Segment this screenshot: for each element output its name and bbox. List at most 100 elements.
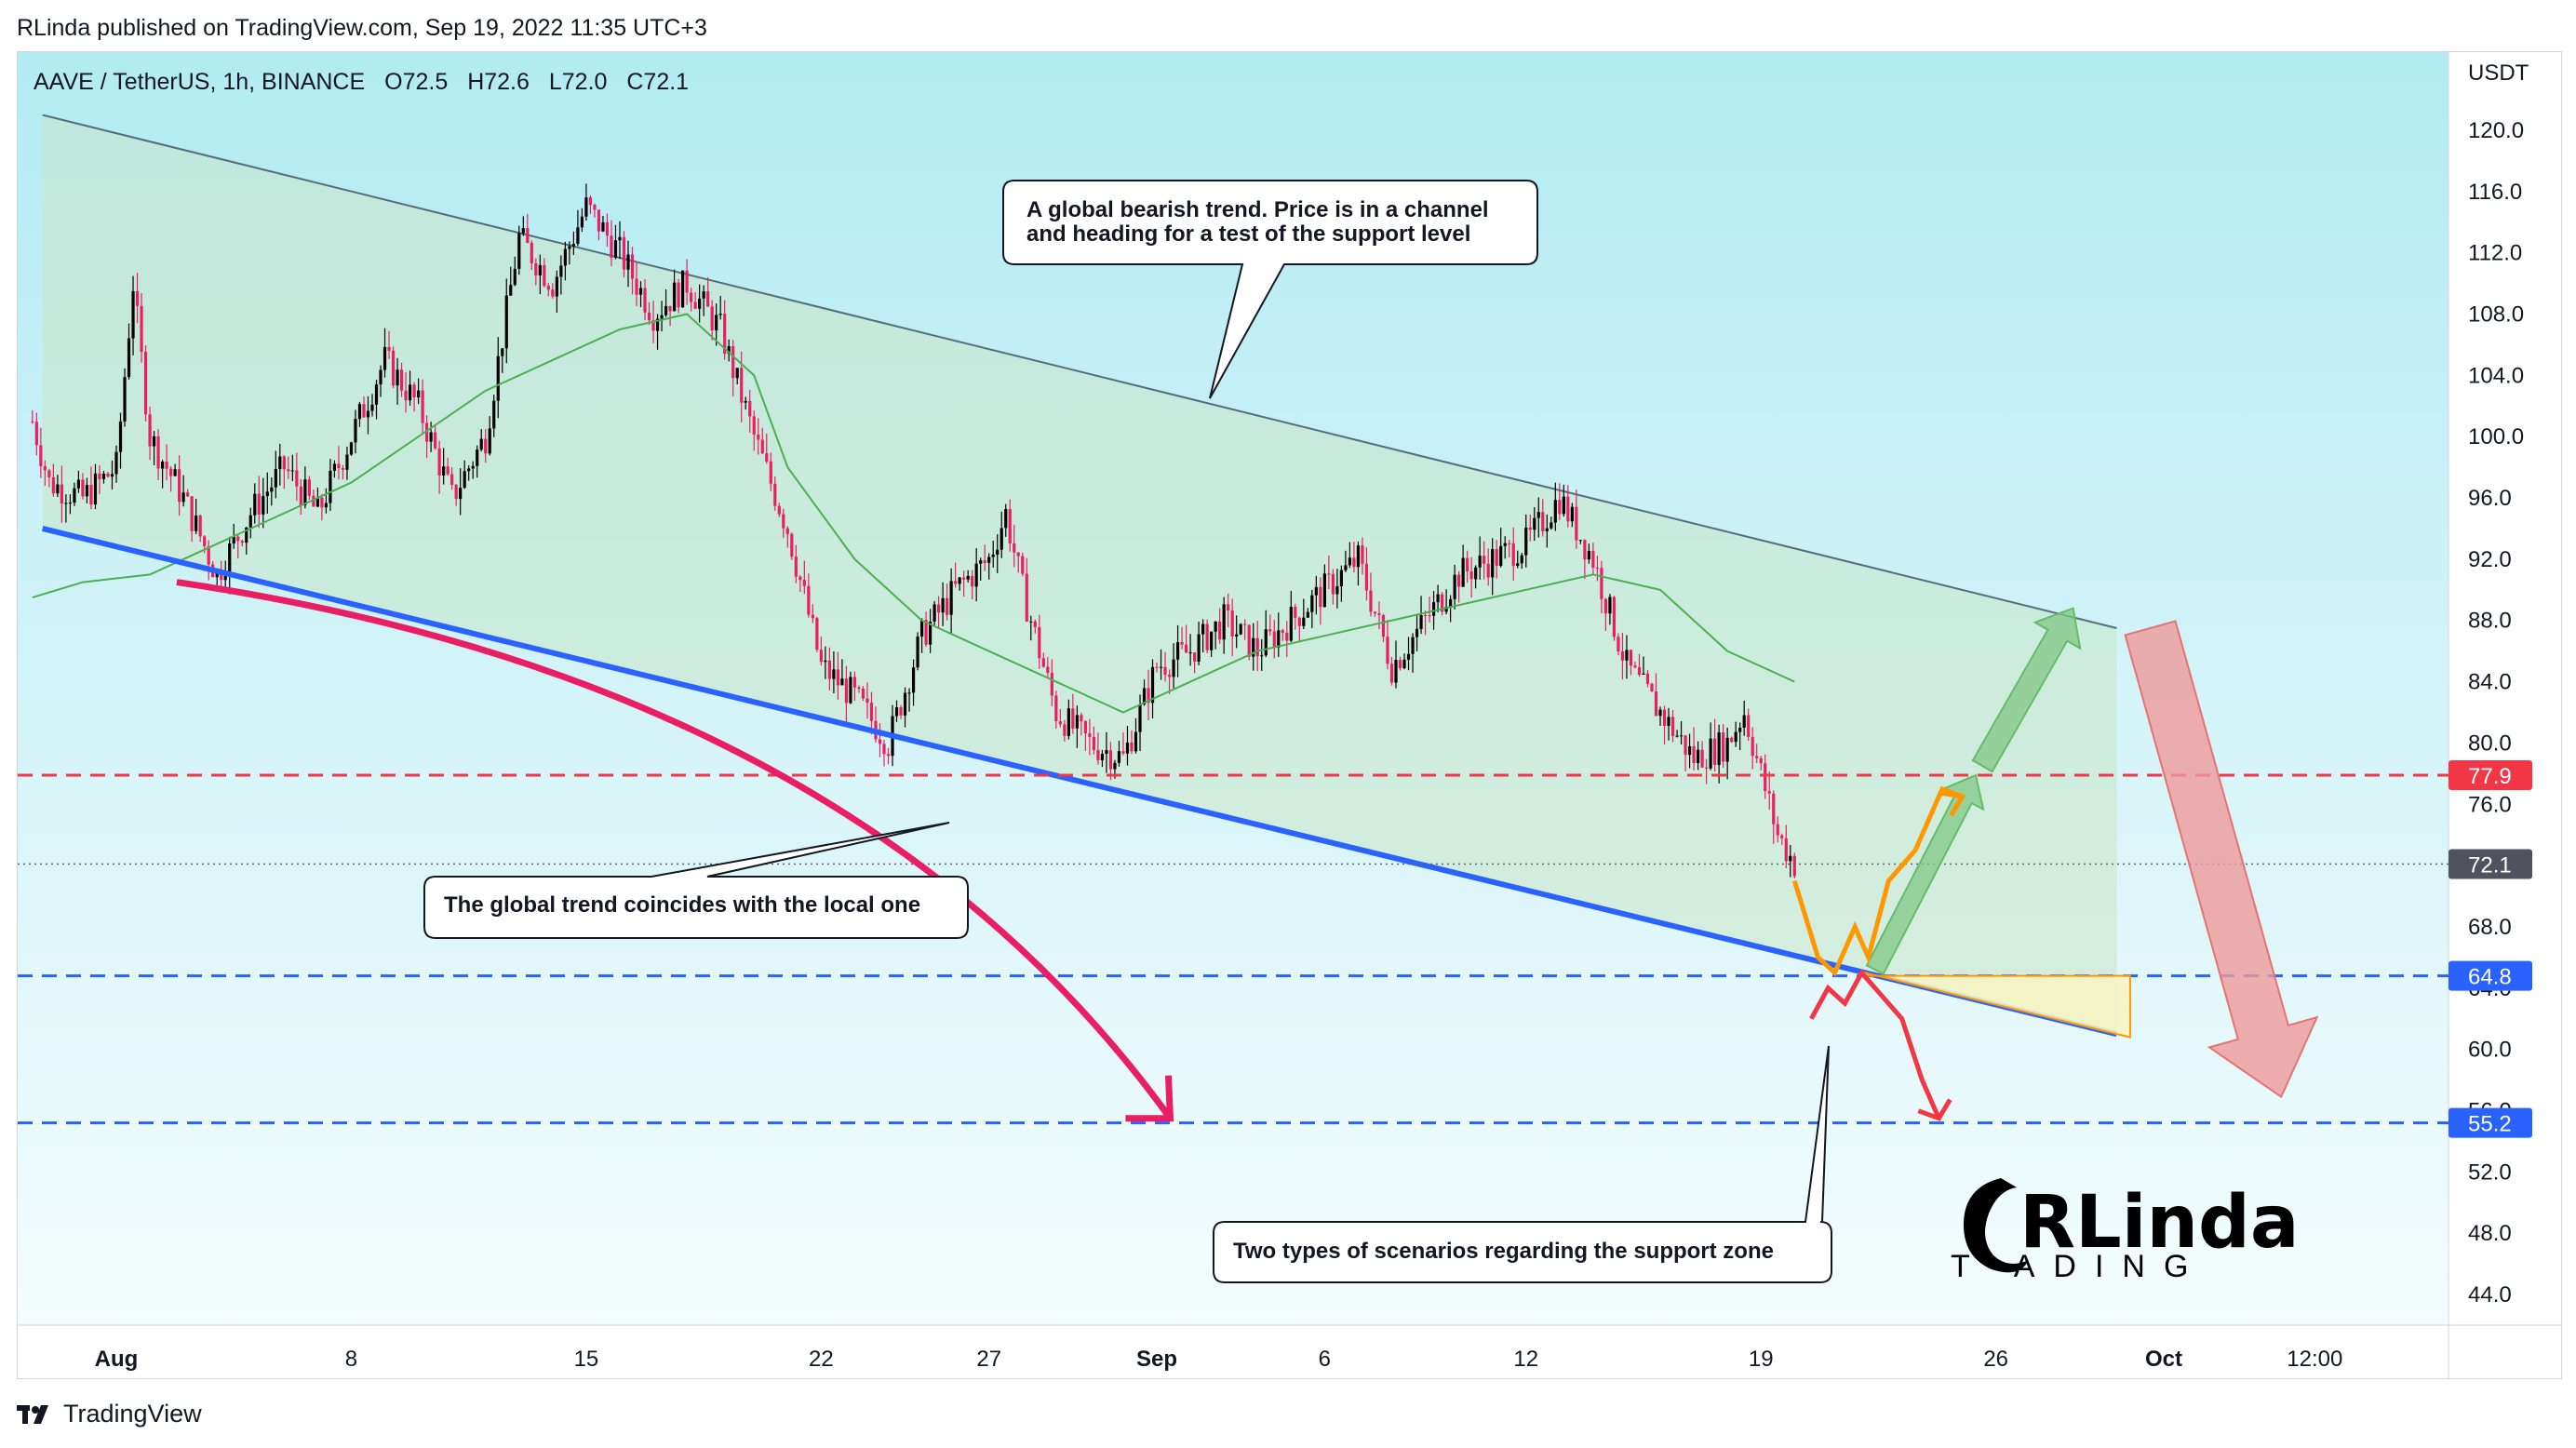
candle-body — [928, 621, 932, 645]
candle-body — [387, 346, 391, 351]
bearish-scenario-path[interactable] — [1809, 968, 1941, 1120]
candle-body — [1210, 631, 1214, 650]
mid-callout[interactable]: The global trend coincides with the loca… — [423, 822, 969, 939]
candle-body — [345, 454, 349, 470]
price-badge-bg — [2449, 849, 2532, 879]
candle-body — [1670, 717, 1675, 737]
candle-body — [1222, 604, 1226, 640]
candle-body — [731, 346, 735, 379]
candle-body — [844, 678, 849, 704]
bearish-big-arrow[interactable] — [2124, 620, 2319, 1099]
bearish-curve-arrow[interactable] — [176, 579, 1174, 1120]
tradingview-footer[interactable]: TradingView — [17, 1400, 202, 1428]
candle-body — [979, 560, 983, 564]
candle-body — [638, 288, 643, 295]
candle-body — [1083, 721, 1087, 734]
candle-body — [1331, 573, 1335, 595]
candle-body — [1080, 715, 1083, 722]
candle-body — [1046, 666, 1050, 673]
x-tick-label: Aug — [95, 1347, 139, 1372]
price-badge-label: 55.2 — [2468, 1112, 2512, 1137]
candle-body — [1100, 754, 1105, 760]
candle-body — [1252, 637, 1255, 657]
candle-body — [253, 493, 257, 516]
candle-body — [966, 575, 970, 580]
candle-body — [148, 414, 152, 447]
price-axis-ticks: 120.0 116.0 112.0 108.0 104.0 100.0 96.0 92.0 88… — [2468, 118, 2524, 1307]
candle-body — [601, 221, 605, 232]
candle-body — [559, 265, 563, 277]
bullish-arrow-small[interactable] — [1865, 773, 1985, 975]
candle-body — [777, 505, 781, 515]
candle-body — [1553, 500, 1557, 523]
candle-body — [1722, 731, 1725, 762]
candle-body — [496, 355, 500, 401]
candle-body — [727, 346, 731, 355]
price-badge-bg — [2449, 1107, 2532, 1138]
candle-body — [1138, 704, 1142, 732]
candle-body — [1767, 791, 1771, 794]
candle-body — [571, 244, 575, 247]
candle-body — [47, 470, 51, 477]
candle-body — [501, 348, 504, 356]
candle-body — [446, 466, 449, 475]
bottom-callout[interactable]: Two types of scenarios regarding the sup… — [1213, 1045, 1832, 1283]
mid-callout-bubble — [423, 822, 969, 939]
y-tick-label: 108.0 — [2468, 302, 2524, 328]
candle-body — [836, 669, 840, 686]
candle-body — [1575, 506, 1578, 541]
candle-body — [1449, 598, 1453, 608]
candle-body — [349, 442, 354, 455]
candle-body — [1587, 551, 1590, 560]
candle-body — [1495, 549, 1498, 566]
candle-body — [1692, 745, 1696, 763]
candle-body — [1063, 724, 1067, 736]
candle-body — [1595, 568, 1599, 570]
candle-body — [551, 289, 555, 297]
candle-body — [354, 419, 357, 443]
candle-body — [1717, 731, 1721, 765]
candle-body — [1642, 673, 1645, 675]
candle-body — [610, 235, 613, 258]
candle-body — [303, 479, 307, 506]
bullish-arrow-large[interactable] — [1971, 607, 2082, 773]
bullish-scenario-path[interactable] — [1791, 785, 1964, 977]
candle-body — [765, 453, 769, 462]
candle-body — [660, 315, 664, 319]
candle-body — [1516, 563, 1520, 567]
candle-body — [1364, 563, 1369, 591]
candle-body — [236, 536, 240, 542]
candle-body — [1356, 545, 1361, 568]
candle-body — [391, 350, 396, 386]
candle-body — [651, 320, 655, 331]
x-tick-label: Oct — [2145, 1347, 2182, 1372]
candle-body — [946, 597, 949, 615]
candle-body — [1759, 758, 1763, 764]
candle-body — [399, 369, 404, 391]
candle-body — [1260, 655, 1264, 657]
candle-body — [1675, 735, 1679, 737]
channel-top-line[interactable] — [42, 114, 2117, 629]
candle-body — [1533, 517, 1536, 530]
candle-body — [337, 463, 341, 469]
x-tick-label: 15 — [574, 1347, 599, 1372]
moving-average-line[interactable] — [32, 313, 1795, 714]
x-tick-label: Sep — [1136, 1347, 1177, 1372]
candle-body — [886, 754, 891, 757]
candle-body — [181, 492, 185, 503]
candle-body — [240, 541, 244, 543]
candle-body — [85, 485, 89, 497]
candle-body — [1092, 736, 1096, 750]
chart-frame[interactable] — [17, 51, 2562, 1379]
candle-body — [1230, 610, 1234, 637]
candle-body — [1755, 756, 1759, 758]
candle-body — [450, 474, 454, 485]
x-tick-label: 19 — [1749, 1347, 1774, 1372]
candle-body — [1570, 506, 1574, 522]
channel-support-line[interactable] — [41, 526, 2118, 1038]
top-callout[interactable]: A global bearish trend. Price is in a ch… — [1002, 180, 1538, 399]
y-tick-label: 60.0 — [2468, 1038, 2512, 1063]
legend-low: L72.0 — [549, 69, 608, 95]
candle-body — [513, 268, 517, 286]
